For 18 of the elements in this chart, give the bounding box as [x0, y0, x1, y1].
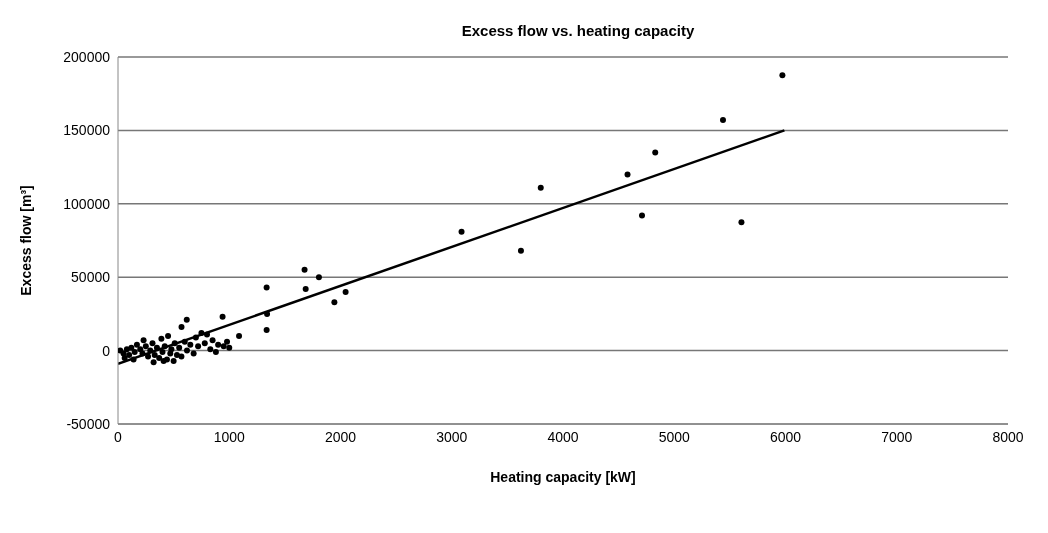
x-tick-label: 7000 — [881, 428, 913, 445]
x-tick-label: 4000 — [547, 428, 579, 445]
x-tick-label: 3000 — [436, 428, 468, 445]
x-tick-label: 1000 — [213, 428, 246, 445]
y-tick-label: 0 — [102, 342, 111, 359]
chart-title: Excess flow vs. heating capacity — [460, 22, 696, 39]
x-tick-label: 0 — [114, 428, 123, 445]
x-axis-title: Heating capacity [kW] — [490, 469, 636, 485]
y-tick-label: -50000 — [66, 415, 111, 432]
y-tick-label: 100000 — [63, 195, 111, 212]
x-tick-label: 8000 — [992, 428, 1024, 445]
x-tick-label: 5000 — [658, 428, 691, 445]
y-tick-label: 50000 — [71, 269, 111, 286]
x-tick-label: 6000 — [769, 428, 802, 445]
y-tick-label: 150000 — [63, 122, 111, 139]
y-axis-title: Excess flow [m³] — [17, 185, 34, 296]
y-tick-label: 200000 — [63, 48, 111, 65]
x-tick-label: 2000 — [324, 428, 357, 445]
